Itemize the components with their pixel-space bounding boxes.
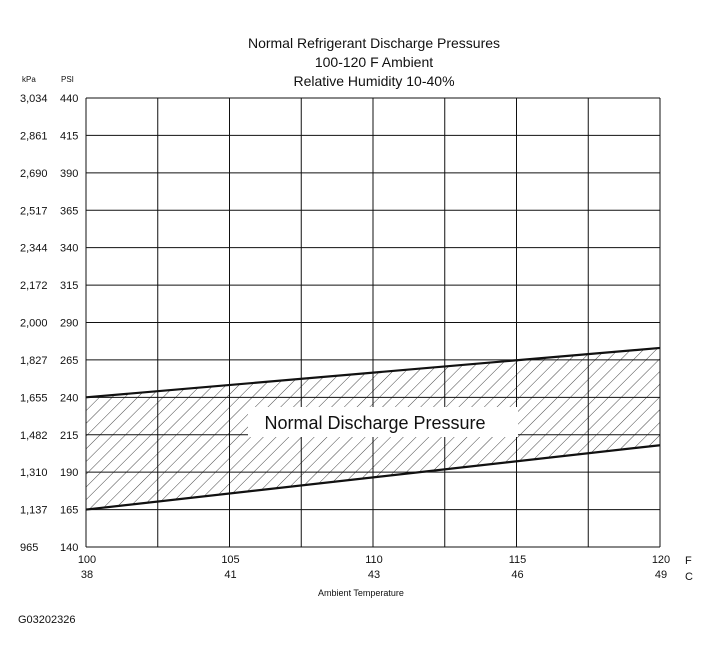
x-tick-c: 49 [655,569,667,581]
y-tick-psi: 315 [60,280,78,292]
y-tick-kpa: 3,034 [20,93,48,105]
x-ticks: 100 38 105 41 110 43 115 46 120 49 [78,554,670,581]
y-tick-kpa: 2,517 [20,205,48,217]
y-tick-psi: 215 [60,430,78,442]
x-tick-c: 41 [224,569,236,581]
x-tick-f: 120 [652,554,670,566]
x-tick-c: 46 [511,569,523,581]
x-unit-c: C [685,571,693,583]
y-tick-kpa: 1,310 [20,467,48,479]
lower-boundary-line [85,444,661,511]
y-ticks-kpa: 3,034 2,861 2,690 2,517 2,344 2,172 2,000 1,827… [20,93,48,554]
y-tick-psi: 140 [60,542,78,554]
y-tick-psi: 415 [60,130,78,142]
band-label: Normal Discharge Pressure [264,413,485,433]
y-tick-kpa: 2,000 [20,318,48,330]
y-tick-psi: 190 [60,467,78,479]
x-tick-f: 105 [221,554,239,566]
x-tick-c: 43 [368,569,380,581]
y-tick-kpa: 965 [20,542,38,554]
vertical-gridlines [85,98,661,547]
chart-subtitle-humidity: Relative Humidity 10-40% [293,73,454,89]
y-tick-kpa: 2,172 [20,280,48,292]
x-tick-c: 38 [81,569,93,581]
y-tick-kpa: 2,861 [20,130,48,142]
y-tick-psi: 265 [60,355,78,367]
y-tick-psi: 340 [60,243,78,255]
x-unit-f: F [685,555,692,567]
x-tick-f: 100 [78,554,96,566]
y-tick-kpa: 1,655 [20,392,48,404]
chart-title: Normal Refrigerant Discharge Pressures [248,35,500,51]
y-tick-psi: 390 [60,168,78,180]
chart-subtitle-ambient: 100-120 F Ambient [315,54,433,70]
upper-boundary-line [85,346,661,399]
y-tick-psi: 365 [60,205,78,217]
y-tick-psi: 290 [60,318,78,330]
y-header-psi: PSI [61,75,74,84]
y-tick-kpa: 1,827 [20,355,48,367]
figure-id: G03202326 [18,614,76,626]
y-tick-psi: 440 [60,93,78,105]
y-tick-psi: 240 [60,392,78,404]
y-tick-psi: 165 [60,505,78,517]
x-tick-f: 110 [365,554,383,566]
y-tick-kpa: 2,344 [20,243,48,255]
y-tick-kpa: 1,137 [20,505,48,517]
y-ticks-psi: 440 415 390 365 340 315 290 265 240 215 190 165 140 [60,93,78,554]
y-header-kpa: kPa [22,75,36,84]
x-tick-f: 115 [509,554,527,566]
y-tick-kpa: 1,482 [20,430,48,442]
band-label-background [248,407,518,437]
y-tick-kpa: 2,690 [20,168,48,180]
x-axis-label: Ambient Temperature [318,588,404,598]
